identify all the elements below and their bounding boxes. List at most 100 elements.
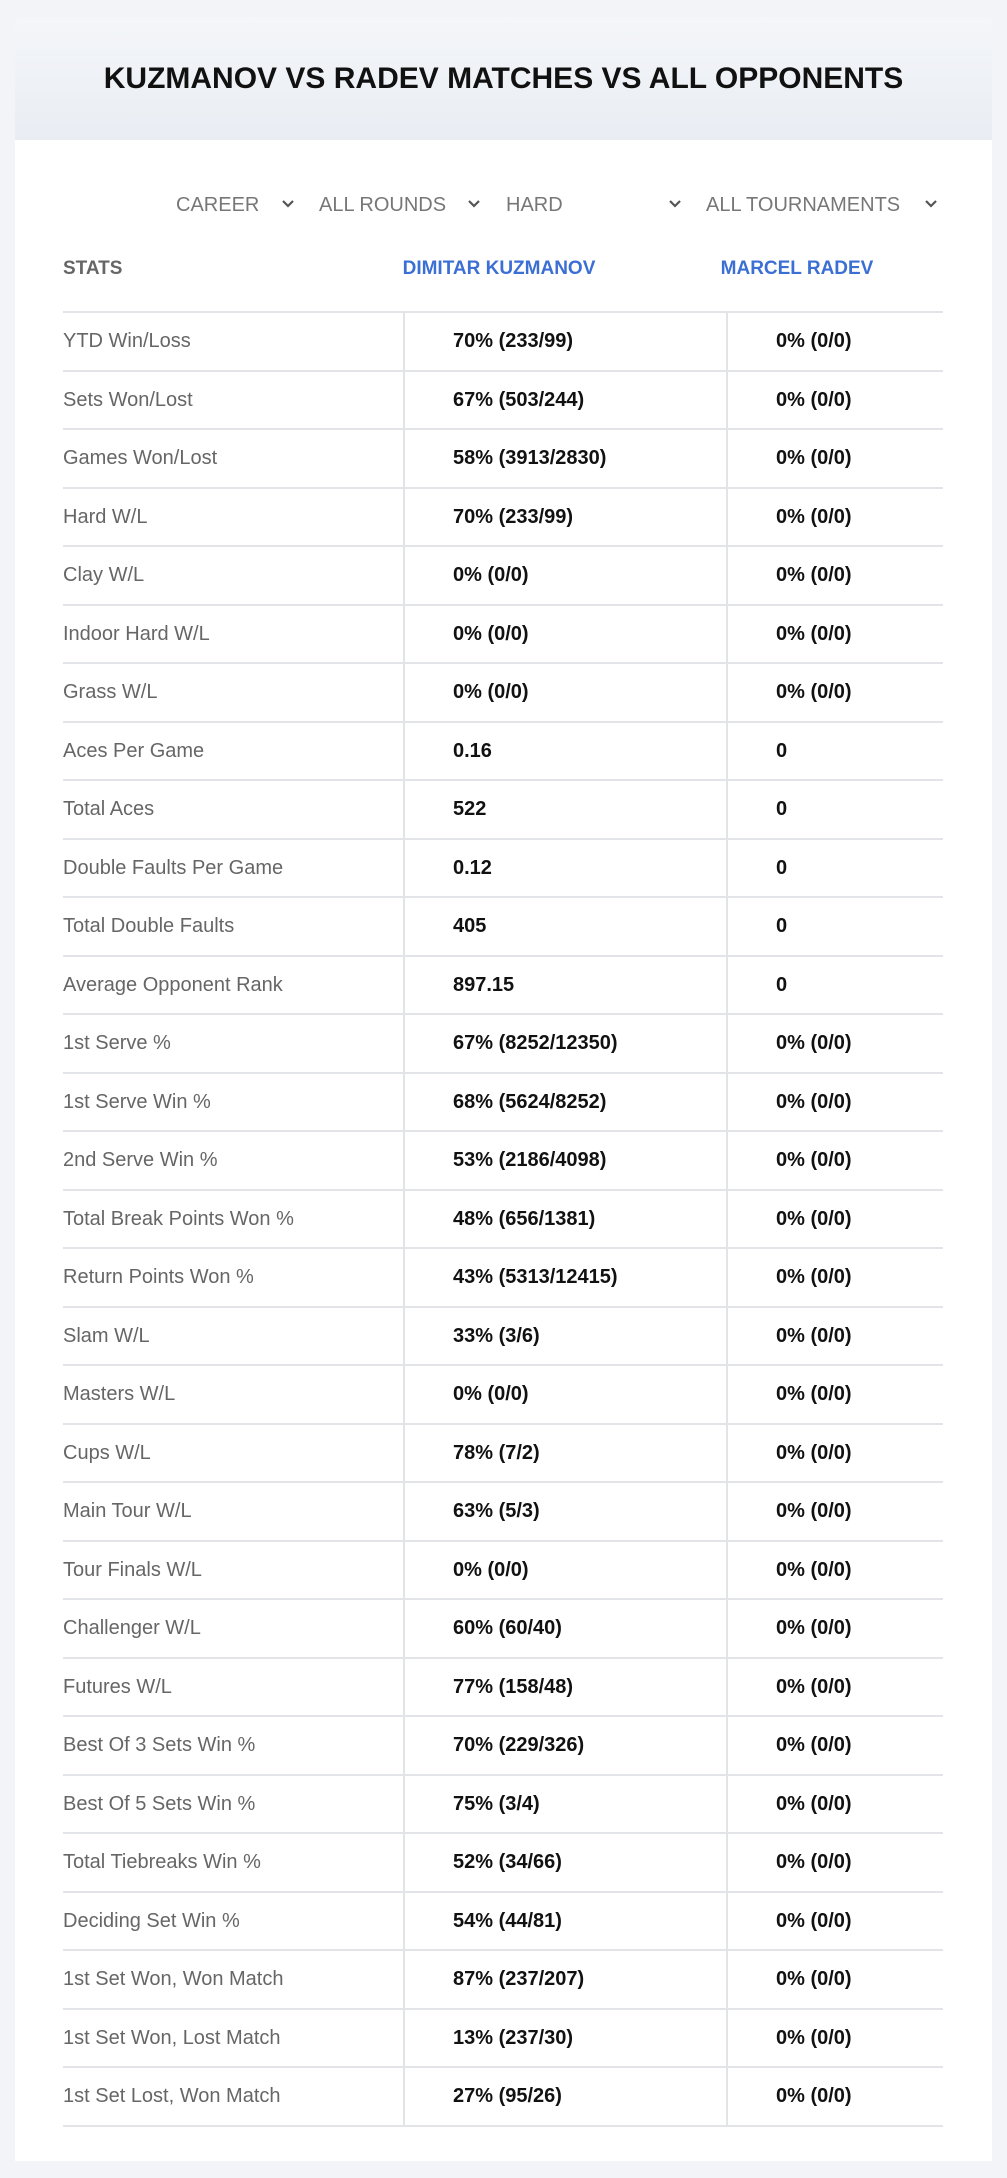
- column-divider: [403, 1775, 405, 1834]
- player1-value: 52% (34/66): [453, 1851, 562, 1873]
- stat-row: Best Of 5 Sets Win % 75% (3/4) 0% (0/0): [63, 1775, 943, 1834]
- player2-value: 0% (0/0): [776, 1383, 852, 1405]
- player1-value: 33% (3/6): [453, 1324, 540, 1347]
- column-divider: [403, 1132, 405, 1191]
- column-divider: [726, 2068, 728, 2127]
- column-divider: [726, 313, 728, 372]
- column-divider: [726, 1541, 728, 1600]
- column-divider: [403, 1366, 405, 1425]
- stat-label: Aces Per Game: [63, 739, 205, 762]
- player2-value: 0% (0/0): [776, 622, 852, 645]
- stat-label: Hard W/L: [63, 505, 148, 528]
- stat-row: Hard W/L 70% (233/99) 0% (0/0): [63, 488, 943, 547]
- column-divider: [726, 1190, 728, 1249]
- column-divider: [403, 1951, 405, 2010]
- stat-row: Main Tour W/L 63% (5/3) 0% (0/0): [63, 1483, 943, 1542]
- player1-value: 75% (3/4): [453, 1792, 540, 1815]
- column-divider: [726, 1132, 728, 1191]
- stat-label: Masters W/L: [63, 1383, 176, 1405]
- column-header[interactable]: DIMITAR KUZMANOV: [402, 258, 596, 279]
- player2-value: 0% (0/0): [776, 1558, 852, 1581]
- player2-value: 0% (0/0): [776, 330, 852, 352]
- column-divider: [403, 839, 405, 898]
- column-divider: [726, 1366, 728, 1425]
- stat-row: Return Points Won % 43% (5313/12415) 0% (0…: [63, 1249, 943, 1308]
- stat-label: 1st Serve Win %: [63, 1090, 211, 1113]
- column-divider: [726, 664, 728, 723]
- player2-value: 0% (0/0): [776, 1090, 852, 1113]
- column-divider: [726, 839, 728, 898]
- player2-value: 0% (0/0): [776, 1734, 852, 1756]
- player1-value: 897.15: [453, 973, 515, 996]
- player2-value: 0: [776, 856, 788, 879]
- stat-row: 1st Serve Win % 68% (5624/8252) 0% (0/0): [63, 1073, 943, 1132]
- player2-value: 0% (0/0): [776, 1617, 852, 1639]
- dropdown-chevron[interactable]: [280, 196, 296, 212]
- player2-value: 0% (0/0): [776, 1792, 852, 1815]
- stat-label: Clay W/L: [63, 564, 145, 586]
- stat-row: Best Of 3 Sets Win % 70% (229/326) 0% (0/0…: [63, 1717, 943, 1776]
- stat-row: Double Faults Per Game 0.12 0: [63, 839, 943, 898]
- stat-row: Grass W/L 0% (0/0) 0% (0/0): [63, 664, 943, 723]
- stat-row: Sets Won/Lost 67% (503/244) 0% (0/0): [63, 371, 943, 430]
- column-divider: [726, 547, 728, 606]
- player1-value: 78% (7/2): [453, 1441, 540, 1464]
- column-divider: [403, 605, 405, 664]
- dropdown-chevron[interactable]: [466, 196, 482, 212]
- player2-value: 0% (0/0): [776, 1441, 852, 1464]
- player1-value: 77% (158/48): [453, 1675, 574, 1698]
- dropdown-chevron[interactable]: [667, 196, 683, 212]
- player1-value: 0% (0/0): [453, 1558, 529, 1581]
- stat-row: 1st Serve % 67% (8252/12350) 0% (0/0): [63, 1015, 943, 1074]
- column-divider: [726, 430, 728, 489]
- player2-value: 0% (0/0): [776, 1032, 852, 1054]
- column-divider: [403, 547, 405, 606]
- stat-row: Challenger W/L 60% (60/40) 0% (0/0): [63, 1600, 943, 1659]
- column-divider: [403, 371, 405, 430]
- player2-value: 0% (0/0): [776, 1909, 852, 1932]
- filter-dropdown[interactable]: HARD: [506, 194, 563, 216]
- stat-label: Challenger W/L: [63, 1617, 201, 1639]
- header: KUZMANOV VS RADEV MATCHES VS ALL OPPONEN…: [15, 17, 992, 140]
- player2-value: 0: [776, 973, 788, 996]
- stat-row: Cups W/L 78% (7/2) 0% (0/0): [63, 1424, 943, 1483]
- stat-label: Tour Finals W/L: [63, 1558, 202, 1581]
- dropdown-chevron[interactable]: [923, 196, 939, 212]
- stat-label: YTD Win/Loss: [63, 330, 191, 352]
- stat-label: Double Faults Per Game: [63, 856, 284, 879]
- column-header[interactable]: MARCEL RADEV: [720, 258, 874, 279]
- stat-label: Total Tiebreaks Win %: [63, 1851, 261, 1873]
- stat-row: Total Tiebreaks Win % 52% (34/66) 0% (0/0): [63, 1834, 943, 1893]
- column-divider: [726, 371, 728, 430]
- player1-value: 0% (0/0): [453, 564, 529, 586]
- player1-value: 0% (0/0): [453, 622, 529, 645]
- player1-value: 48% (656/1381): [453, 1207, 596, 1230]
- player2-value: 0% (0/0): [776, 2085, 852, 2107]
- stat-label: 2nd Serve Win %: [63, 1149, 218, 1171]
- column-divider: [403, 1658, 405, 1717]
- stat-row: Total Aces 522 0: [63, 781, 943, 840]
- column-divider: [403, 664, 405, 723]
- column-divider: [726, 722, 728, 781]
- player1-value: 70% (229/326): [453, 1734, 585, 1756]
- stat-label: Slam W/L: [63, 1324, 150, 1347]
- column-divider: [726, 956, 728, 1015]
- player1-value: 522: [453, 798, 487, 820]
- player1-value: 13% (237/30): [453, 2026, 574, 2049]
- player2-value: 0: [776, 798, 788, 820]
- player1-value: 63% (5/3): [453, 1500, 540, 1522]
- player2-value: 0% (0/0): [776, 505, 852, 528]
- filter-dropdown[interactable]: ALL TOURNAMENTS: [706, 194, 901, 216]
- column-divider: [726, 2009, 728, 2068]
- column-divider: [403, 956, 405, 1015]
- filter-dropdown[interactable]: ALL ROUNDS: [319, 194, 447, 216]
- column-divider: [726, 1951, 728, 2010]
- stat-label: Average Opponent Rank: [63, 973, 283, 996]
- filter-dropdown[interactable]: CAREER: [176, 194, 260, 216]
- stat-label: Return Points Won %: [63, 1266, 254, 1288]
- player1-value: 58% (3913/2830): [453, 447, 607, 469]
- stat-row: Tour Finals W/L 0% (0/0) 0% (0/0): [63, 1541, 943, 1600]
- player2-value: 0% (0/0): [776, 1500, 852, 1522]
